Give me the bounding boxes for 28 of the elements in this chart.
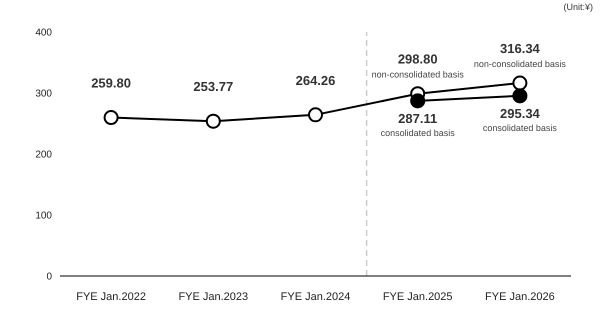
- y-tick-label: 300: [35, 88, 52, 100]
- point: [410, 93, 426, 108]
- data-label: 259.80: [91, 76, 131, 91]
- annotation: consolidated basis: [380, 128, 456, 138]
- point: [104, 110, 119, 126]
- x-tick-label: FYE Jan.2022: [76, 290, 146, 303]
- data-label: 316.34: [500, 41, 541, 56]
- x-tick-label: FYE Jan.2024: [280, 290, 350, 303]
- x-tick-label: FYE Jan.2025: [382, 290, 453, 303]
- y-tick-label: 200: [35, 150, 52, 161]
- y-tick-label: 100: [35, 210, 52, 222]
- x-tick-label: FYE Jan.2023: [178, 290, 248, 303]
- point: [206, 114, 221, 129]
- annotation: consolidated basis: [482, 122, 558, 133]
- text: (Unit:¥): [563, 2, 593, 12]
- annotation: non-consolidated basis: [372, 70, 464, 80]
- point: [512, 76, 528, 91]
- x-tick-label: FYE Jan.2026: [485, 290, 555, 303]
- data-label: 298.80: [398, 52, 438, 67]
- point: [512, 88, 528, 104]
- data-label: 253.77: [193, 79, 234, 94]
- data-label: 264.26: [296, 72, 336, 88]
- data-label: 287.11: [398, 110, 438, 126]
- y-tick-label: 0: [46, 272, 52, 283]
- point: [308, 107, 323, 122]
- annotation: non-consolidated basis: [474, 59, 566, 70]
- y-tick-label: 400: [35, 28, 52, 39]
- data-label: 295.34: [500, 106, 541, 121]
